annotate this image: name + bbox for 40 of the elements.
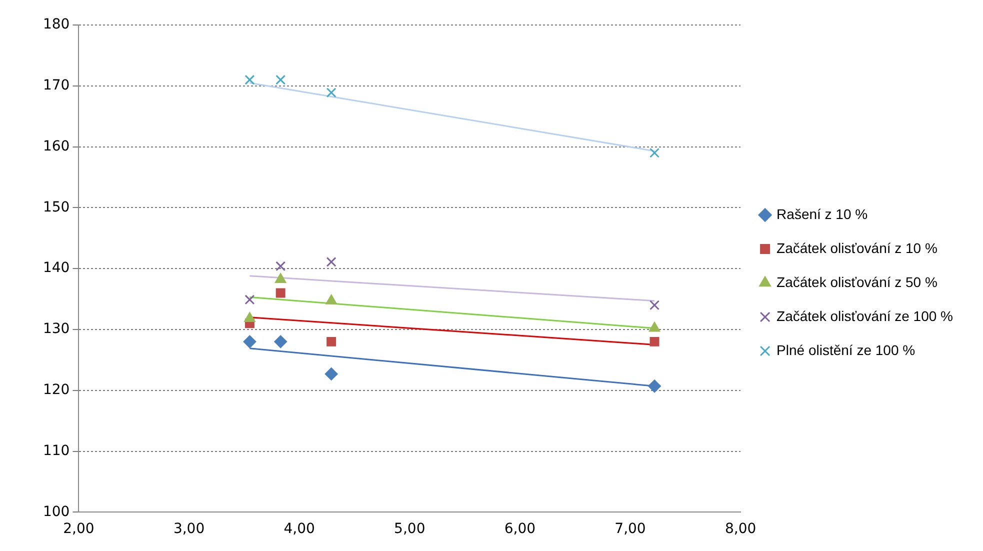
- legend-label: Rašení z 10 %: [776, 206, 868, 222]
- y-tick-label: 120: [42, 382, 70, 398]
- point: [326, 256, 336, 267]
- x-tick-label: 3,00: [173, 521, 205, 538]
- x-tick-label: 5,00: [394, 521, 426, 538]
- point: [324, 367, 338, 380]
- point: [244, 312, 256, 322]
- point: [648, 380, 662, 393]
- x-tick-label: 8,00: [724, 521, 756, 538]
- point: [243, 335, 256, 348]
- point: [326, 88, 336, 98]
- point: [650, 300, 660, 310]
- x-tick-label: 7,00: [614, 521, 646, 538]
- point: [326, 294, 338, 304]
- point: [650, 148, 660, 158]
- point: [274, 273, 286, 284]
- point: [326, 336, 336, 346]
- y-tick-label: 180: [42, 16, 70, 33]
- legend-label: Začátek olisťování ze 100 %: [776, 308, 954, 324]
- legend-label: Začátek olisťování z 50 %: [776, 274, 938, 290]
- point: [276, 288, 286, 298]
- point: [244, 294, 255, 305]
- y-tick-label: 100: [42, 504, 70, 520]
- point: [276, 261, 286, 272]
- point: [244, 74, 255, 85]
- point: [276, 74, 286, 85]
- y-tick-label: 130: [42, 321, 70, 338]
- y-tick-label: 160: [42, 138, 70, 154]
- y-tick-label: 140: [42, 260, 70, 276]
- x-tick-label: 2,00: [63, 521, 94, 538]
- point: [650, 336, 660, 346]
- x-tick-label: 4,00: [284, 521, 315, 538]
- y-tick-label: 170: [42, 78, 70, 94]
- legend-label: Začátek olisťování z 10 %: [776, 240, 938, 256]
- y-tick-label: 150: [42, 199, 70, 216]
- point: [274, 335, 288, 348]
- point: [648, 322, 660, 332]
- x-tick-label: 6,00: [504, 521, 536, 538]
- y-tick-label: 110: [42, 442, 70, 459]
- legend-label: Plné olistění ze 100 %: [776, 342, 916, 358]
